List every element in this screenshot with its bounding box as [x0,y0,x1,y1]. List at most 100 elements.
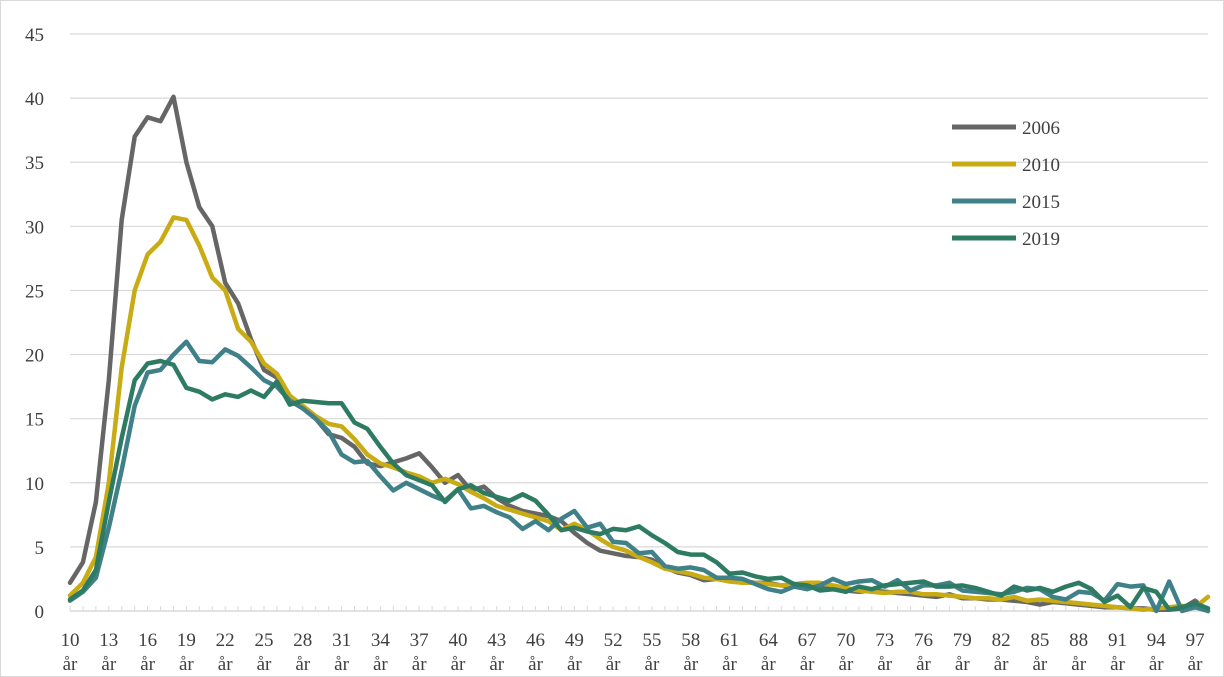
x-tick-number: 16 [138,630,157,651]
legend-entry-2010: 2010 [952,155,1060,176]
x-tick-unit: år [1033,654,1048,675]
x-tick-unit: år [140,654,155,675]
x-tick-number: 91 [1108,630,1127,651]
legend-entry-2019: 2019 [952,229,1060,250]
x-tick-label: 31 år [332,630,351,675]
series-line-2010 [67,215,1211,612]
x-tick-unit: år [722,654,737,675]
x-tick-label: 82 år [992,630,1011,675]
x-tick-label: 61 år [720,630,739,675]
y-tick-label: 20 [25,346,44,367]
x-tick-number: 82 [992,630,1011,651]
legend: 2006 2010 2015 2019 [952,118,1060,250]
y-tick-label: 35 [25,153,44,174]
series-line-2019 [67,358,1211,612]
legend-label: 2010 [1022,155,1060,176]
x-tick-number: 13 [99,630,118,651]
x-tick-label: 40 år [448,630,467,675]
x-tick-number: 49 [565,630,584,651]
x-tick-unit: år [1188,654,1203,675]
legend-label: 2006 [1022,118,1060,139]
x-tick-unit: år [334,654,349,675]
x-tick-unit: år [257,654,272,675]
x-tick-label: 19 år [177,630,196,675]
x-tick-unit: år [606,654,621,675]
x-tick-number: 34 [371,630,391,651]
y-tick-label: 45 [25,25,44,46]
x-tick-number: 97 [1186,630,1205,651]
x-tick-number: 10 [61,630,80,651]
x-axis [69,606,1209,612]
x-tick-number: 55 [642,630,661,651]
series-line-2015 [67,339,1211,614]
x-tick-unit: år [877,654,892,675]
x-tick-number: 19 [177,630,196,651]
y-tick-label: 40 [25,89,44,110]
x-tick-label: 70 år [836,630,855,675]
x-tick-unit: år [839,654,854,675]
x-tick-number: 31 [332,630,351,651]
x-tick-label: 73 år [875,630,894,675]
x-tick-unit: år [994,654,1009,675]
x-tick-label: 88 år [1069,630,1088,675]
x-tick-label: 37 år [410,630,429,675]
x-tick-label: 25 år [254,630,273,675]
x-tick-number: 79 [953,630,972,651]
x-tick-label: 55 år [642,630,661,675]
x-tick-label: 49 år [565,630,584,675]
x-tick-unit: år [489,654,504,675]
series-lines [67,94,1211,614]
x-tick-unit: år [800,654,815,675]
x-tick-unit: år [179,654,194,675]
x-tick-label: 10 år [61,630,80,675]
y-tick-label: 10 [25,474,44,495]
x-tick-number: 64 [759,630,779,651]
x-tick-label: 76 år [914,630,933,675]
legend-entry-2015: 2015 [952,192,1060,213]
x-tick-label: 43 år [487,630,506,675]
x-tick-unit: år [955,654,970,675]
x-tick-number: 58 [681,630,700,651]
x-tick-label: 58 år [681,630,700,675]
y-tick-label: 0 [35,602,45,623]
y-tick-label: 5 [35,538,45,559]
x-tick-number: 46 [526,630,545,651]
x-tick-label: 94 år [1147,630,1167,675]
x-tick-unit: år [683,654,698,675]
y-tick-label: 30 [25,217,44,238]
x-tick-unit: år [1149,654,1164,675]
x-tick-label: 97 år [1186,630,1205,675]
x-tick-unit: år [528,654,543,675]
x-axis-tick-labels: 10 år 13 år 16 år 19 år 22 år 25 år 28 år 31 år 34 år 37 år… [61,630,1205,675]
x-tick-number: 37 [410,630,429,651]
x-tick-number: 67 [798,630,817,651]
x-tick-number: 52 [604,630,623,651]
x-tick-label: 85 år [1030,630,1049,675]
x-tick-label: 52 år [604,630,623,675]
legend-entry-2006: 2006 [952,118,1060,139]
x-tick-unit: år [645,654,660,675]
x-tick-unit: år [63,654,78,675]
x-tick-number: 25 [254,630,273,651]
x-tick-unit: år [916,654,931,675]
x-tick-number: 85 [1030,630,1049,651]
legend-label: 2019 [1022,229,1060,250]
x-tick-unit: år [451,654,466,675]
x-tick-label: 34 år [371,630,391,675]
legend-label: 2015 [1022,192,1060,213]
x-tick-label: 79 år [953,630,972,675]
x-tick-unit: år [295,654,310,675]
x-tick-unit: år [567,654,582,675]
x-tick-number: 76 [914,630,933,651]
x-tick-label: 91 år [1108,630,1127,675]
x-tick-label: 16 år [138,630,157,675]
y-tick-label: 15 [25,410,44,431]
x-tick-label: 67 år [798,630,817,675]
x-tick-unit: år [412,654,427,675]
x-tick-unit: år [1071,654,1086,675]
x-tick-unit: år [101,654,116,675]
x-tick-label: 46 år [526,630,545,675]
x-tick-label: 13 år [99,630,118,675]
